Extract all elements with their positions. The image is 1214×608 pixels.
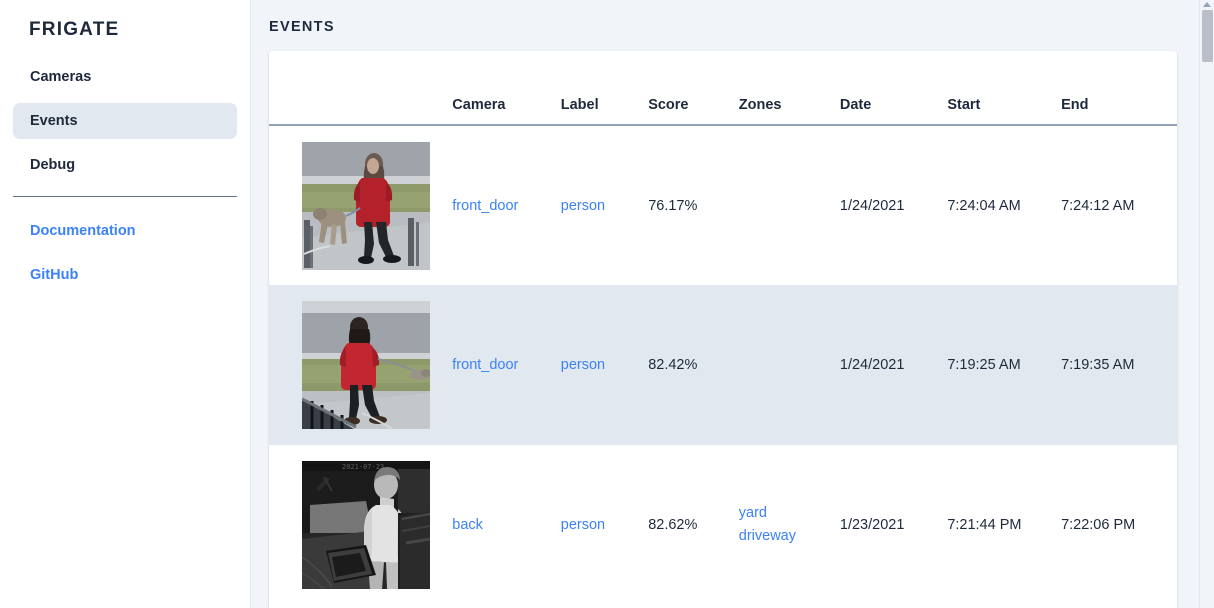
event-label-link[interactable]: person <box>560 357 606 373</box>
sidebar-link-github[interactable]: GitHub <box>30 267 79 283</box>
event-score-cell: 82.42% <box>648 357 698 373</box>
event-score-cell: 76.17% <box>648 197 698 214</box>
event-date-cell: 1/24/2021 <box>839 197 905 214</box>
event-label-cell: person <box>561 445 648 605</box>
table-row[interactable]: 2021-07-23 <box>269 445 1177 605</box>
scrollbar-thumb[interactable] <box>1202 10 1213 62</box>
event-thumbnail-cell <box>269 125 452 285</box>
event-date-cell: 1/23/2021 <box>839 517 905 533</box>
scroll-up-arrow-icon[interactable] <box>1203 2 1211 7</box>
events-table-body: front_door person 76.17% 1/24/2021 7:24:… <box>269 125 1177 605</box>
event-label-link[interactable]: person <box>560 197 606 214</box>
column-header-start[interactable]: Start <box>947 51 1062 126</box>
event-camera-link[interactable]: front_door <box>452 197 519 214</box>
event-zones-cell <box>739 285 840 445</box>
event-label-cell: person <box>561 285 648 445</box>
sidebar-item-cameras[interactable]: Cameras <box>30 69 92 85</box>
page-title: EVENTS <box>269 19 335 35</box>
event-thumbnail-image[interactable] <box>302 141 430 270</box>
table-header-row: Camera Label Score Zones Date Start End <box>269 51 1177 126</box>
event-zone-link[interactable]: driveway <box>738 528 796 544</box>
events-table-head: Camera Label Score Zones Date Start End <box>269 51 1177 126</box>
event-end-cell: 7:19:35 AM <box>1061 357 1135 373</box>
event-score-cell: 82.62% <box>648 517 698 533</box>
secondary-nav: Documentation GitHub <box>0 213 250 293</box>
event-zones-cell: yard driveway <box>739 445 840 605</box>
event-start-cell: 7:24:04 AM <box>947 197 1021 214</box>
event-camera-link[interactable]: front_door <box>452 357 519 373</box>
event-start-cell: 7:19:25 AM <box>947 357 1021 373</box>
event-camera-cell: front_door <box>452 285 560 445</box>
event-label-link[interactable]: person <box>560 517 606 533</box>
column-header-score[interactable]: Score <box>648 51 739 126</box>
column-header-date[interactable]: Date <box>839 51 948 126</box>
event-thumbnail-image[interactable] <box>302 301 430 429</box>
primary-nav: Cameras Events Debug <box>0 59 250 183</box>
page-scrollbar[interactable] <box>1199 0 1214 608</box>
svg-text:2021-07-23: 2021-07-23 <box>342 463 384 471</box>
event-zones-cell <box>739 125 840 285</box>
event-thumbnail-cell: 2021-07-23 <box>269 445 452 605</box>
sidebar-item-events[interactable]: Events <box>13 103 237 139</box>
event-date-cell: 1/24/2021 <box>839 357 905 373</box>
events-card: Camera Label Score Zones Date Start End <box>269 51 1177 608</box>
column-header-camera[interactable]: Camera <box>452 51 561 126</box>
event-camera-link[interactable]: back <box>452 517 483 533</box>
event-label-cell: person <box>561 125 648 285</box>
column-header-label[interactable]: Label <box>560 51 649 126</box>
event-zone-link[interactable]: yard <box>738 505 767 521</box>
event-thumbnail-image[interactable]: 2021-07-23 <box>302 461 430 589</box>
table-row[interactable]: front_door person 82.42% 1/24/2021 7:19:… <box>269 285 1177 445</box>
sidebar-link-documentation[interactable]: Documentation <box>30 223 136 239</box>
table-row[interactable]: front_door person 76.17% 1/24/2021 7:24:… <box>269 125 1177 285</box>
column-header-thumbnail <box>269 51 453 126</box>
event-camera-cell: back <box>452 445 560 605</box>
column-header-zones[interactable]: Zones <box>738 51 840 126</box>
event-start-cell: 7:21:44 PM <box>947 517 1022 533</box>
column-header-end[interactable]: End <box>1061 51 1177 126</box>
sidebar-item-debug[interactable]: Debug <box>30 157 76 173</box>
sidebar-divider <box>13 196 237 197</box>
event-end-cell: 7:22:06 PM <box>1061 517 1136 533</box>
sidebar: FRIGATE Cameras Events Debug Documentati… <box>0 0 251 608</box>
event-end-cell: 7:24:12 AM <box>1061 197 1135 214</box>
app-brand-title: FRIGATE <box>29 19 120 40</box>
event-thumbnail-cell <box>269 285 452 445</box>
events-table: Camera Label Score Zones Date Start End <box>269 51 1177 605</box>
main-content: EVENTS Camera Label Score Zones Date <box>251 0 1214 608</box>
event-camera-cell: front_door <box>452 125 560 285</box>
